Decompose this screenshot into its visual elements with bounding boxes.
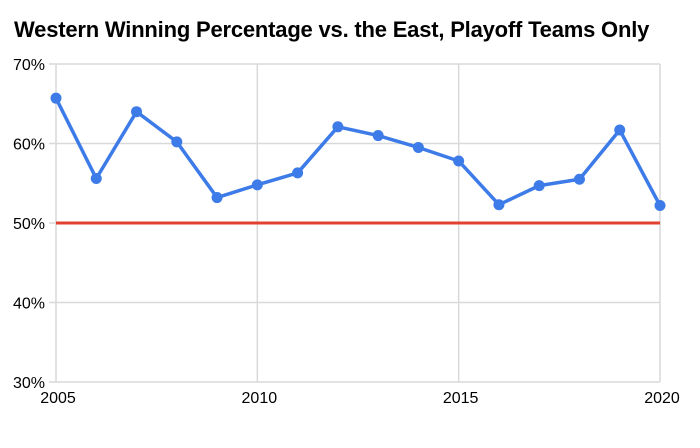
x-axis-tick-label: 2005 <box>40 390 76 407</box>
y-axis-tick-label: 30% <box>13 375 45 392</box>
data-point <box>131 106 143 118</box>
data-point <box>211 192 223 204</box>
data-point <box>90 172 102 184</box>
x-axis-tick-label: 2020 <box>644 390 680 407</box>
data-point <box>412 141 424 153</box>
data-point <box>614 124 626 136</box>
data-point <box>654 200 666 212</box>
data-point <box>50 92 62 104</box>
data-point <box>573 173 585 185</box>
x-axis-tick-label: 2010 <box>242 390 278 407</box>
data-point <box>372 130 384 142</box>
x-axis-tick-label: 2015 <box>443 390 479 407</box>
data-point <box>453 155 465 167</box>
y-axis-tick-label: 40% <box>13 296 45 313</box>
series-line <box>54 96 662 208</box>
y-axis-tick-label: 60% <box>13 137 45 154</box>
data-point <box>251 179 263 191</box>
data-point <box>533 180 545 192</box>
data-point <box>171 136 183 148</box>
data-point <box>493 199 505 211</box>
y-axis-tick-label: 50% <box>13 216 45 233</box>
chart-title: Western Winning Percentage vs. the East,… <box>14 17 650 42</box>
data-point <box>332 121 344 133</box>
y-axis-tick-label: 70% <box>13 57 45 74</box>
data-point <box>292 167 304 179</box>
